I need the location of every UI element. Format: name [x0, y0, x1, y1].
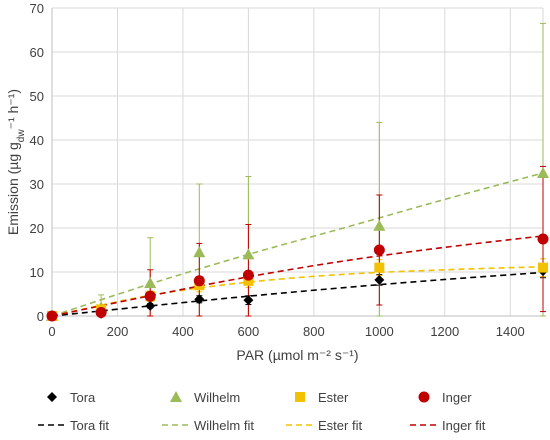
y-tick-label: 40	[30, 133, 44, 148]
y-tick-label: 30	[30, 177, 44, 192]
x-tick-label: 600	[238, 324, 260, 339]
x-tick-label: 200	[107, 324, 129, 339]
legend-ester-marker	[295, 392, 305, 402]
ester-point	[374, 262, 385, 273]
y-tick-label: 70	[30, 1, 44, 16]
legend-inger-label: Inger	[442, 390, 472, 405]
ester-point	[243, 275, 254, 286]
fit-line	[51, 172, 544, 317]
y-tick-label: 10	[30, 265, 44, 280]
inger-point	[242, 269, 254, 281]
tora-point	[145, 300, 156, 311]
y-axis-label: Emission (µg gdw⁻¹ h⁻¹)	[5, 89, 27, 235]
x-tick-labels: 0 200 400 600 800 1000 1200 1400	[48, 324, 524, 339]
y-tick-label: 20	[30, 221, 44, 236]
legend-inger-marker	[418, 391, 430, 403]
inger-point	[144, 290, 156, 302]
data-points	[46, 167, 549, 322]
wilhelm-point	[537, 167, 549, 178]
legend: Tora Wilhelm Ester Inger Tora fit Wilhelm fit…	[38, 390, 486, 433]
inger-point	[537, 233, 549, 245]
legend-fit-label: Wilhelm fit	[194, 418, 254, 433]
x-tick-label: 800	[303, 324, 325, 339]
legend-wilhelm-marker	[170, 391, 182, 402]
inger-point	[46, 310, 58, 322]
x-tick-label: 1000	[365, 324, 394, 339]
x-tick-label: 1200	[430, 324, 459, 339]
inger-point	[193, 275, 205, 287]
x-tick-label: 400	[172, 324, 194, 339]
ester-point	[538, 262, 548, 273]
inger-point	[373, 244, 385, 256]
legend-fit-label: Inger fit	[442, 418, 486, 433]
y-tick-label: 50	[30, 89, 44, 104]
legend-fit-label: Tora fit	[70, 418, 109, 433]
wilhelm-point	[144, 277, 157, 288]
grid	[52, 7, 544, 316]
axes	[51, 8, 543, 317]
wilhelm-point	[242, 248, 255, 260]
legend-wilhelm-label: Wilhelm	[194, 390, 240, 405]
x-tick-label: 0	[48, 324, 55, 339]
legend-tora-label: Tora	[70, 390, 96, 405]
fit-line	[51, 271, 544, 317]
wilhelm-point	[193, 246, 206, 258]
tora-point	[194, 294, 205, 305]
x-axis-label: PAR (µmol m⁻² s⁻¹)	[236, 347, 358, 363]
y-tick-label: 0	[37, 309, 44, 324]
legend-fit-label: Ester fit	[318, 418, 362, 433]
fit-line	[51, 235, 544, 317]
inger-point	[95, 306, 107, 318]
y-tick-labels: 0 10 20 30 40 50 60 70	[30, 1, 44, 324]
fit-lines	[51, 172, 544, 317]
legend-ester-label: Ester	[318, 390, 349, 405]
tora-point	[374, 274, 385, 285]
tora-point	[243, 295, 254, 306]
legend-tora-marker	[47, 392, 57, 402]
x-tick-label: 1400	[496, 324, 525, 339]
y-tick-label: 60	[30, 45, 44, 60]
wilhelm-point	[373, 219, 386, 231]
